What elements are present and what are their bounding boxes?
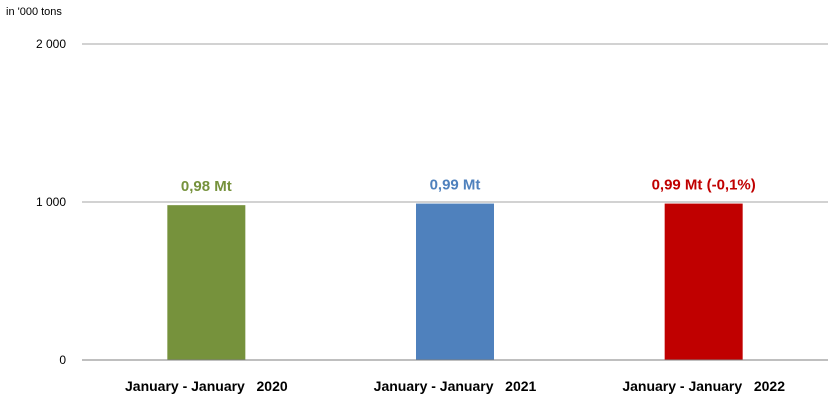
bar: [167, 205, 246, 360]
category-label: January - January 2022: [622, 378, 785, 394]
data-label: 0,98 Mt: [181, 178, 232, 195]
category-label: January - January 2021: [374, 378, 537, 394]
bar: [664, 203, 743, 360]
unit-label: in '000 tons: [6, 6, 62, 18]
data-label: 0,99 Mt: [430, 177, 481, 194]
category-label: January - January 2020: [125, 378, 288, 394]
y-tick-label: 1 000: [36, 195, 66, 209]
bar: [416, 203, 494, 360]
y-tick-label: 2 000: [36, 37, 66, 51]
data-label: 0,99 Mt (-0,1%): [652, 177, 756, 194]
y-tick-label: 0: [59, 353, 66, 367]
